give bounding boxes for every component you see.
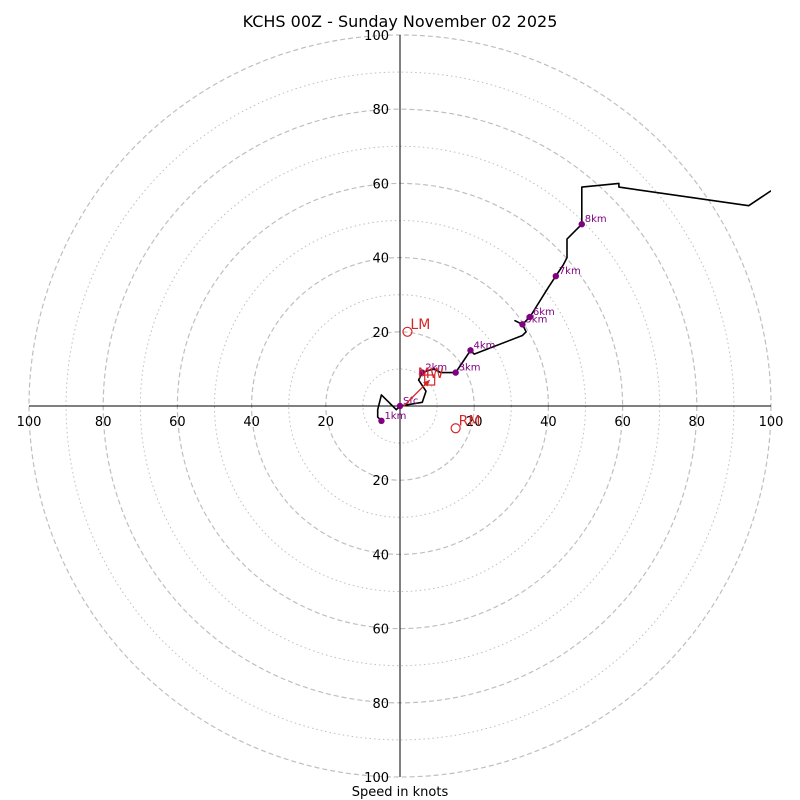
tick-label-right: 80 [689, 415, 706, 430]
height-marker-label: Sfc [403, 396, 418, 407]
tick-label-left: 20 [318, 415, 335, 430]
height-marker-dot [519, 321, 526, 328]
lm-motion-label: LM [410, 317, 430, 333]
height-marker-dot [578, 221, 585, 228]
height-marker-dot [526, 313, 534, 321]
height-marker-label: 3km [459, 363, 481, 374]
x-axis-label: Speed in knots [352, 785, 449, 800]
tick-label-right: 20 [466, 415, 483, 430]
wind-trace [376, 182, 771, 422]
height-marker-dot [396, 402, 404, 410]
tick-label-right: 40 [540, 415, 557, 430]
tick-label-left: 40 [243, 415, 260, 430]
tick-label-top: 80 [372, 103, 389, 118]
height-marker-label: 8km [585, 214, 607, 225]
height-marker-label: 2km [425, 363, 447, 374]
wind-trace-line [376, 182, 771, 422]
height-marker-label: 4km [473, 340, 495, 351]
height-marker-dot [467, 347, 474, 354]
height-marker-label: 6km [533, 307, 555, 318]
rm-motion-marker [450, 423, 461, 434]
tick-label-top: 20 [372, 326, 389, 341]
height-marker-dot [378, 417, 385, 425]
mean-wind-box [424, 374, 436, 386]
mean-wind-label: MW [418, 366, 444, 382]
storm-motions: MW LM RM [402, 317, 481, 434]
tick-label-top: 60 [372, 177, 389, 192]
tick-label-left: 100 [17, 415, 42, 430]
tick-label-bottom: 80 [372, 697, 389, 712]
height-marker-label: 5km [525, 314, 547, 325]
height-marker-dot [419, 369, 426, 376]
chart-title: KCHS 00Z - Sunday November 02 2025 [243, 12, 558, 31]
height-marker-dot [452, 369, 459, 376]
lm-motion-marker [402, 326, 413, 337]
tick-labels: 100 80 60 40 20 20 40 60 80 100 100 80 60 40 20 20 40 60 8… [17, 29, 784, 786]
tick-label-bottom: 20 [372, 474, 389, 489]
tick-label-left: 80 [95, 415, 112, 430]
shear-arrow-head [423, 380, 430, 387]
rm-motion-label: RM [459, 413, 481, 429]
tick-label-right: 100 [759, 415, 784, 430]
tick-label-bottom: 60 [372, 623, 389, 638]
height-marker-dot [552, 272, 560, 280]
height-marker-label: 7km [559, 266, 581, 277]
height-marker-label: 1km [384, 411, 406, 422]
tick-label-left: 60 [169, 415, 186, 430]
tick-label-bottom: 40 [372, 548, 389, 563]
tick-label-top: 100 [364, 29, 389, 44]
tick-label-bottom: 100 [364, 771, 389, 786]
tick-label-top: 40 [372, 252, 389, 267]
tick-label-right: 60 [614, 415, 631, 430]
